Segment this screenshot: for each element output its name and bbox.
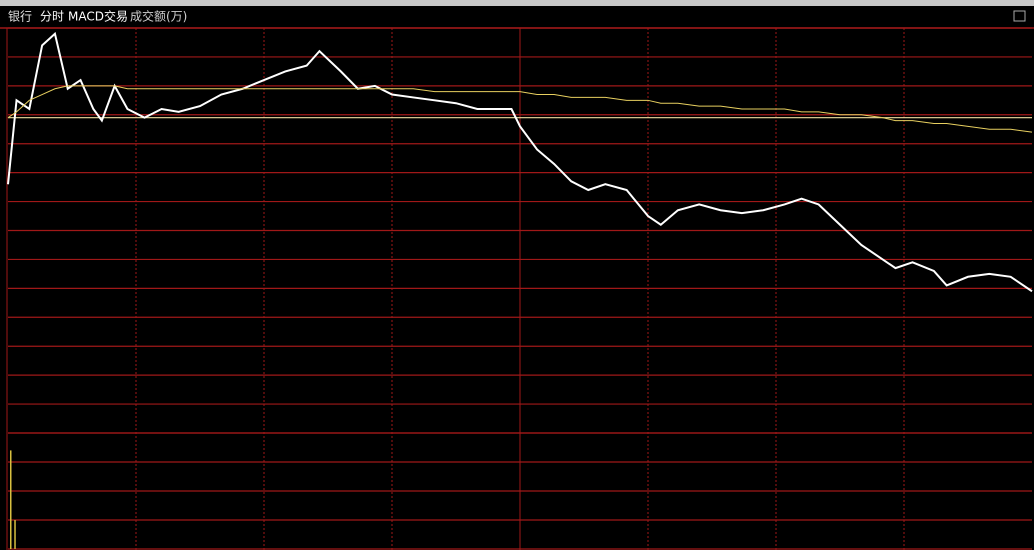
tab[interactable]: 成交额(万) [130,9,187,24]
top-strip [0,0,1034,6]
tab[interactable]: 分时 [40,10,64,24]
tab[interactable]: MACD交易 [68,9,128,24]
volume-bar [10,450,12,549]
price-line [7,85,1033,133]
stock-name: 银行 [8,10,32,24]
volume-bar [14,520,16,549]
price-line [7,31,1033,293]
window-button[interactable] [1013,10,1026,22]
